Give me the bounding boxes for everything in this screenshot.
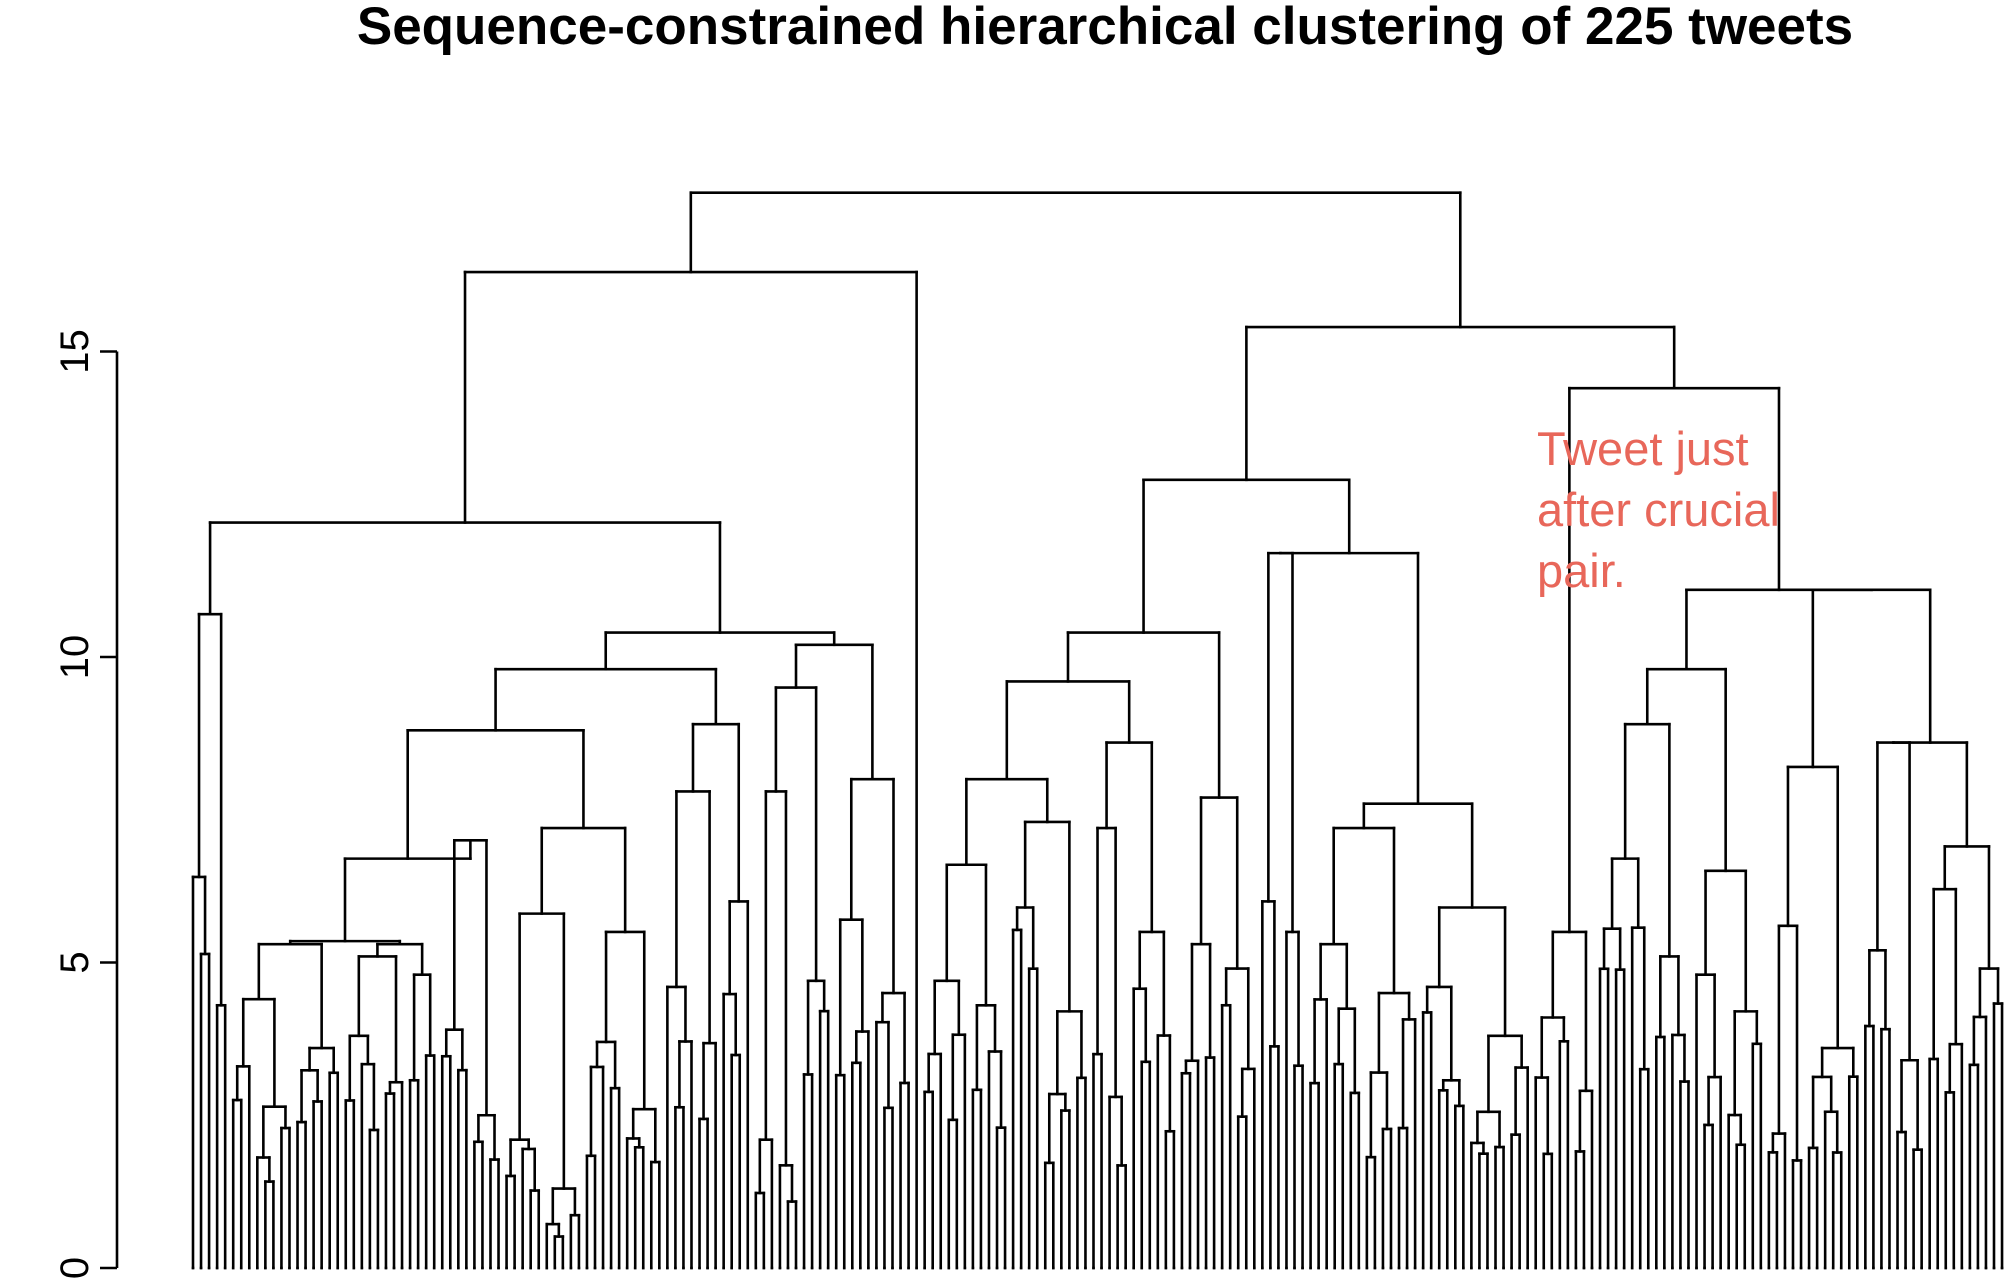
y-tick-label: 0	[53, 1257, 97, 1279]
dendrogram-tree	[191, 191, 2004, 1270]
annotation-line: after crucial	[1537, 483, 1780, 536]
y-axis: 0 5 10 15	[53, 329, 119, 1279]
annotation: Tweet just after crucial pair.	[1537, 422, 1780, 597]
annotation-line: pair.	[1537, 544, 1626, 597]
chart-title: Sequence-constrained hierarchical cluste…	[357, 0, 1853, 56]
y-tick-label: 15	[53, 329, 97, 374]
y-tick-label: 5	[53, 951, 97, 973]
y-tick-label: 10	[53, 635, 97, 680]
annotation-line: Tweet just	[1537, 422, 1749, 475]
